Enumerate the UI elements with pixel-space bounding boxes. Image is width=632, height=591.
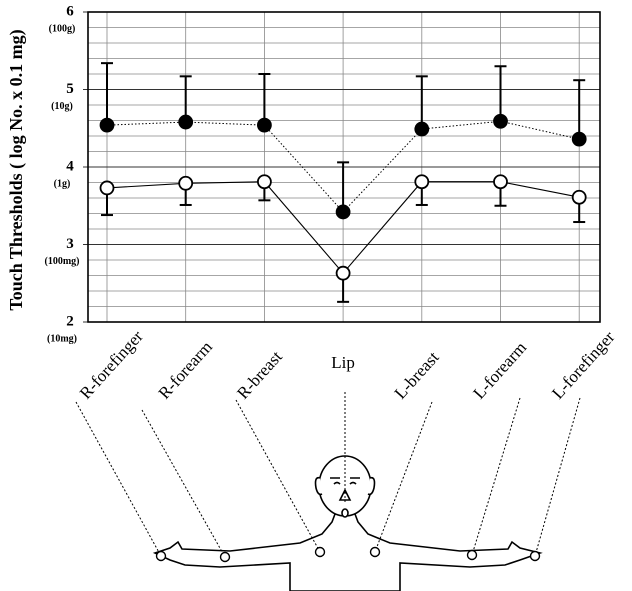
- leader-line: [535, 398, 580, 556]
- point: [337, 205, 350, 218]
- y-tick-sublabel: (100mg): [45, 256, 80, 267]
- mouth: [342, 509, 348, 517]
- site-point: [316, 548, 325, 557]
- site-point: [157, 552, 166, 561]
- x-tick-label: R-forearm: [155, 337, 217, 402]
- y-axis-title: Touch Thresholds ( log No. x 0.1 mg): [6, 29, 27, 310]
- error-bar: [258, 74, 270, 125]
- leader-line: [236, 400, 320, 552]
- point: [258, 175, 271, 188]
- point: [415, 123, 428, 136]
- point: [494, 175, 507, 188]
- site-point: [371, 548, 380, 557]
- site-point: [468, 551, 477, 560]
- error-bar: [101, 63, 113, 125]
- error-bar: [416, 76, 428, 129]
- point: [101, 119, 114, 132]
- x-tick-label: R-breast: [233, 347, 286, 403]
- leader-line: [472, 398, 520, 555]
- torso-arms: [155, 514, 540, 591]
- x-tick-label: Lip: [331, 353, 355, 372]
- point: [573, 133, 586, 146]
- body-figure: [155, 456, 540, 591]
- x-tick-label: R-forefinger: [76, 327, 147, 403]
- y-tick-sublabel: (10mg): [47, 333, 77, 344]
- leader-line: [76, 402, 161, 556]
- leader-line: [142, 410, 225, 557]
- x-tick-label: L-breast: [391, 348, 443, 403]
- y-tick-label: 4: [66, 158, 74, 174]
- point: [494, 115, 507, 128]
- y-tick-label: 2: [66, 313, 74, 329]
- y-tick-sublabel: (10g): [51, 101, 73, 112]
- x-tick-label: L-forefinger: [548, 327, 619, 402]
- point: [337, 267, 350, 280]
- point: [101, 181, 114, 194]
- y-tick-label: 5: [66, 81, 74, 97]
- site-point: [531, 552, 540, 561]
- x-tick-label: L-forearm: [469, 338, 530, 403]
- y-tick-sublabel: (1g): [54, 178, 71, 189]
- point: [179, 177, 192, 190]
- point: [179, 116, 192, 129]
- point: [258, 119, 271, 132]
- chart: Touch Thresholds ( log No. x 0.1 mg) 2 (1…: [0, 0, 632, 591]
- error-bar: [495, 66, 507, 121]
- error-bar: [337, 162, 349, 212]
- y-tick-sublabel: (100g): [49, 23, 76, 34]
- leader-line: [375, 402, 432, 552]
- point: [415, 175, 428, 188]
- site-point: [221, 553, 230, 562]
- y-tick-label: 6: [66, 3, 74, 19]
- y-tick-label: 3: [66, 236, 74, 252]
- point: [573, 191, 586, 204]
